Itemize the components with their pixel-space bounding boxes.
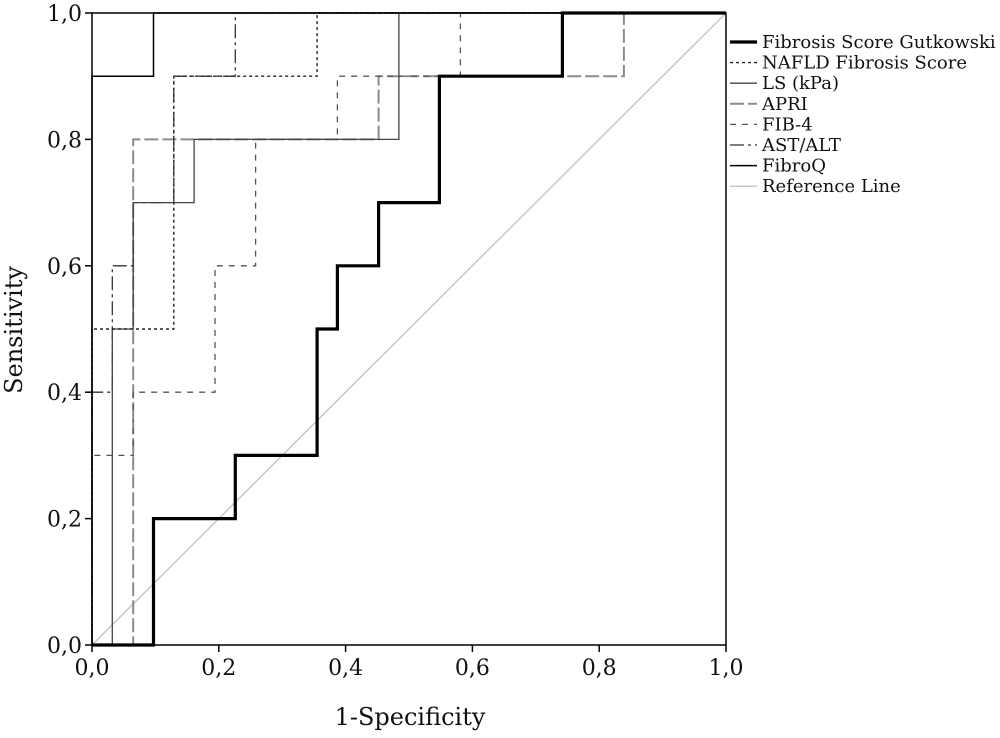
legend-label: APRI <box>761 94 808 115</box>
legend-label: LS (kPa) <box>762 73 839 94</box>
legend-label: NAFLD Fibrosis Score <box>762 53 967 74</box>
x-tick-label: 0,4 <box>328 656 363 681</box>
x-tick-label: 0,8 <box>582 656 617 681</box>
x-tick-label: 0,6 <box>455 656 490 681</box>
y-tick-label: 0,4 <box>47 381 82 406</box>
legend-label: FibroQ <box>762 156 826 177</box>
x-axis-title: 1-Specificity <box>335 703 486 731</box>
series-line-fibrosis-score-gutkowski <box>92 11 726 647</box>
axis-ticks: 0,00,0 0,2 0,2 0,4 0,4 0,6 0,6 0,8 0,8 1,0 1,0 <box>47 2 744 681</box>
legend-label: Reference Line <box>762 176 901 197</box>
y-tick-label: 0,2 <box>47 508 82 533</box>
y-axis-title: Sensitivity <box>0 266 28 394</box>
legend-label: Fibrosis Score Gutkowski <box>762 32 996 53</box>
x-tick-label: 1,0 <box>709 656 744 681</box>
legend-label: FIB-4 <box>762 114 813 135</box>
series-line-apri <box>92 12 726 646</box>
y-tick-label: 1,0 <box>47 2 82 27</box>
x-tick-label: 0,2 <box>201 656 236 681</box>
y-tick-label: 0,8 <box>47 128 82 153</box>
series-line-nafld-fibrosis-score <box>91 12 726 645</box>
y-tick-label: 0,0 <box>47 634 82 659</box>
y-tick-label: 0,6 <box>47 255 82 280</box>
series-line-ls-kpa- <box>92 12 726 646</box>
roc-curves <box>91 11 727 647</box>
x-tick-label: 0,0 <box>75 656 110 681</box>
legend-label: AST/ALT <box>761 135 841 156</box>
series-line-reference-line <box>91 12 727 646</box>
